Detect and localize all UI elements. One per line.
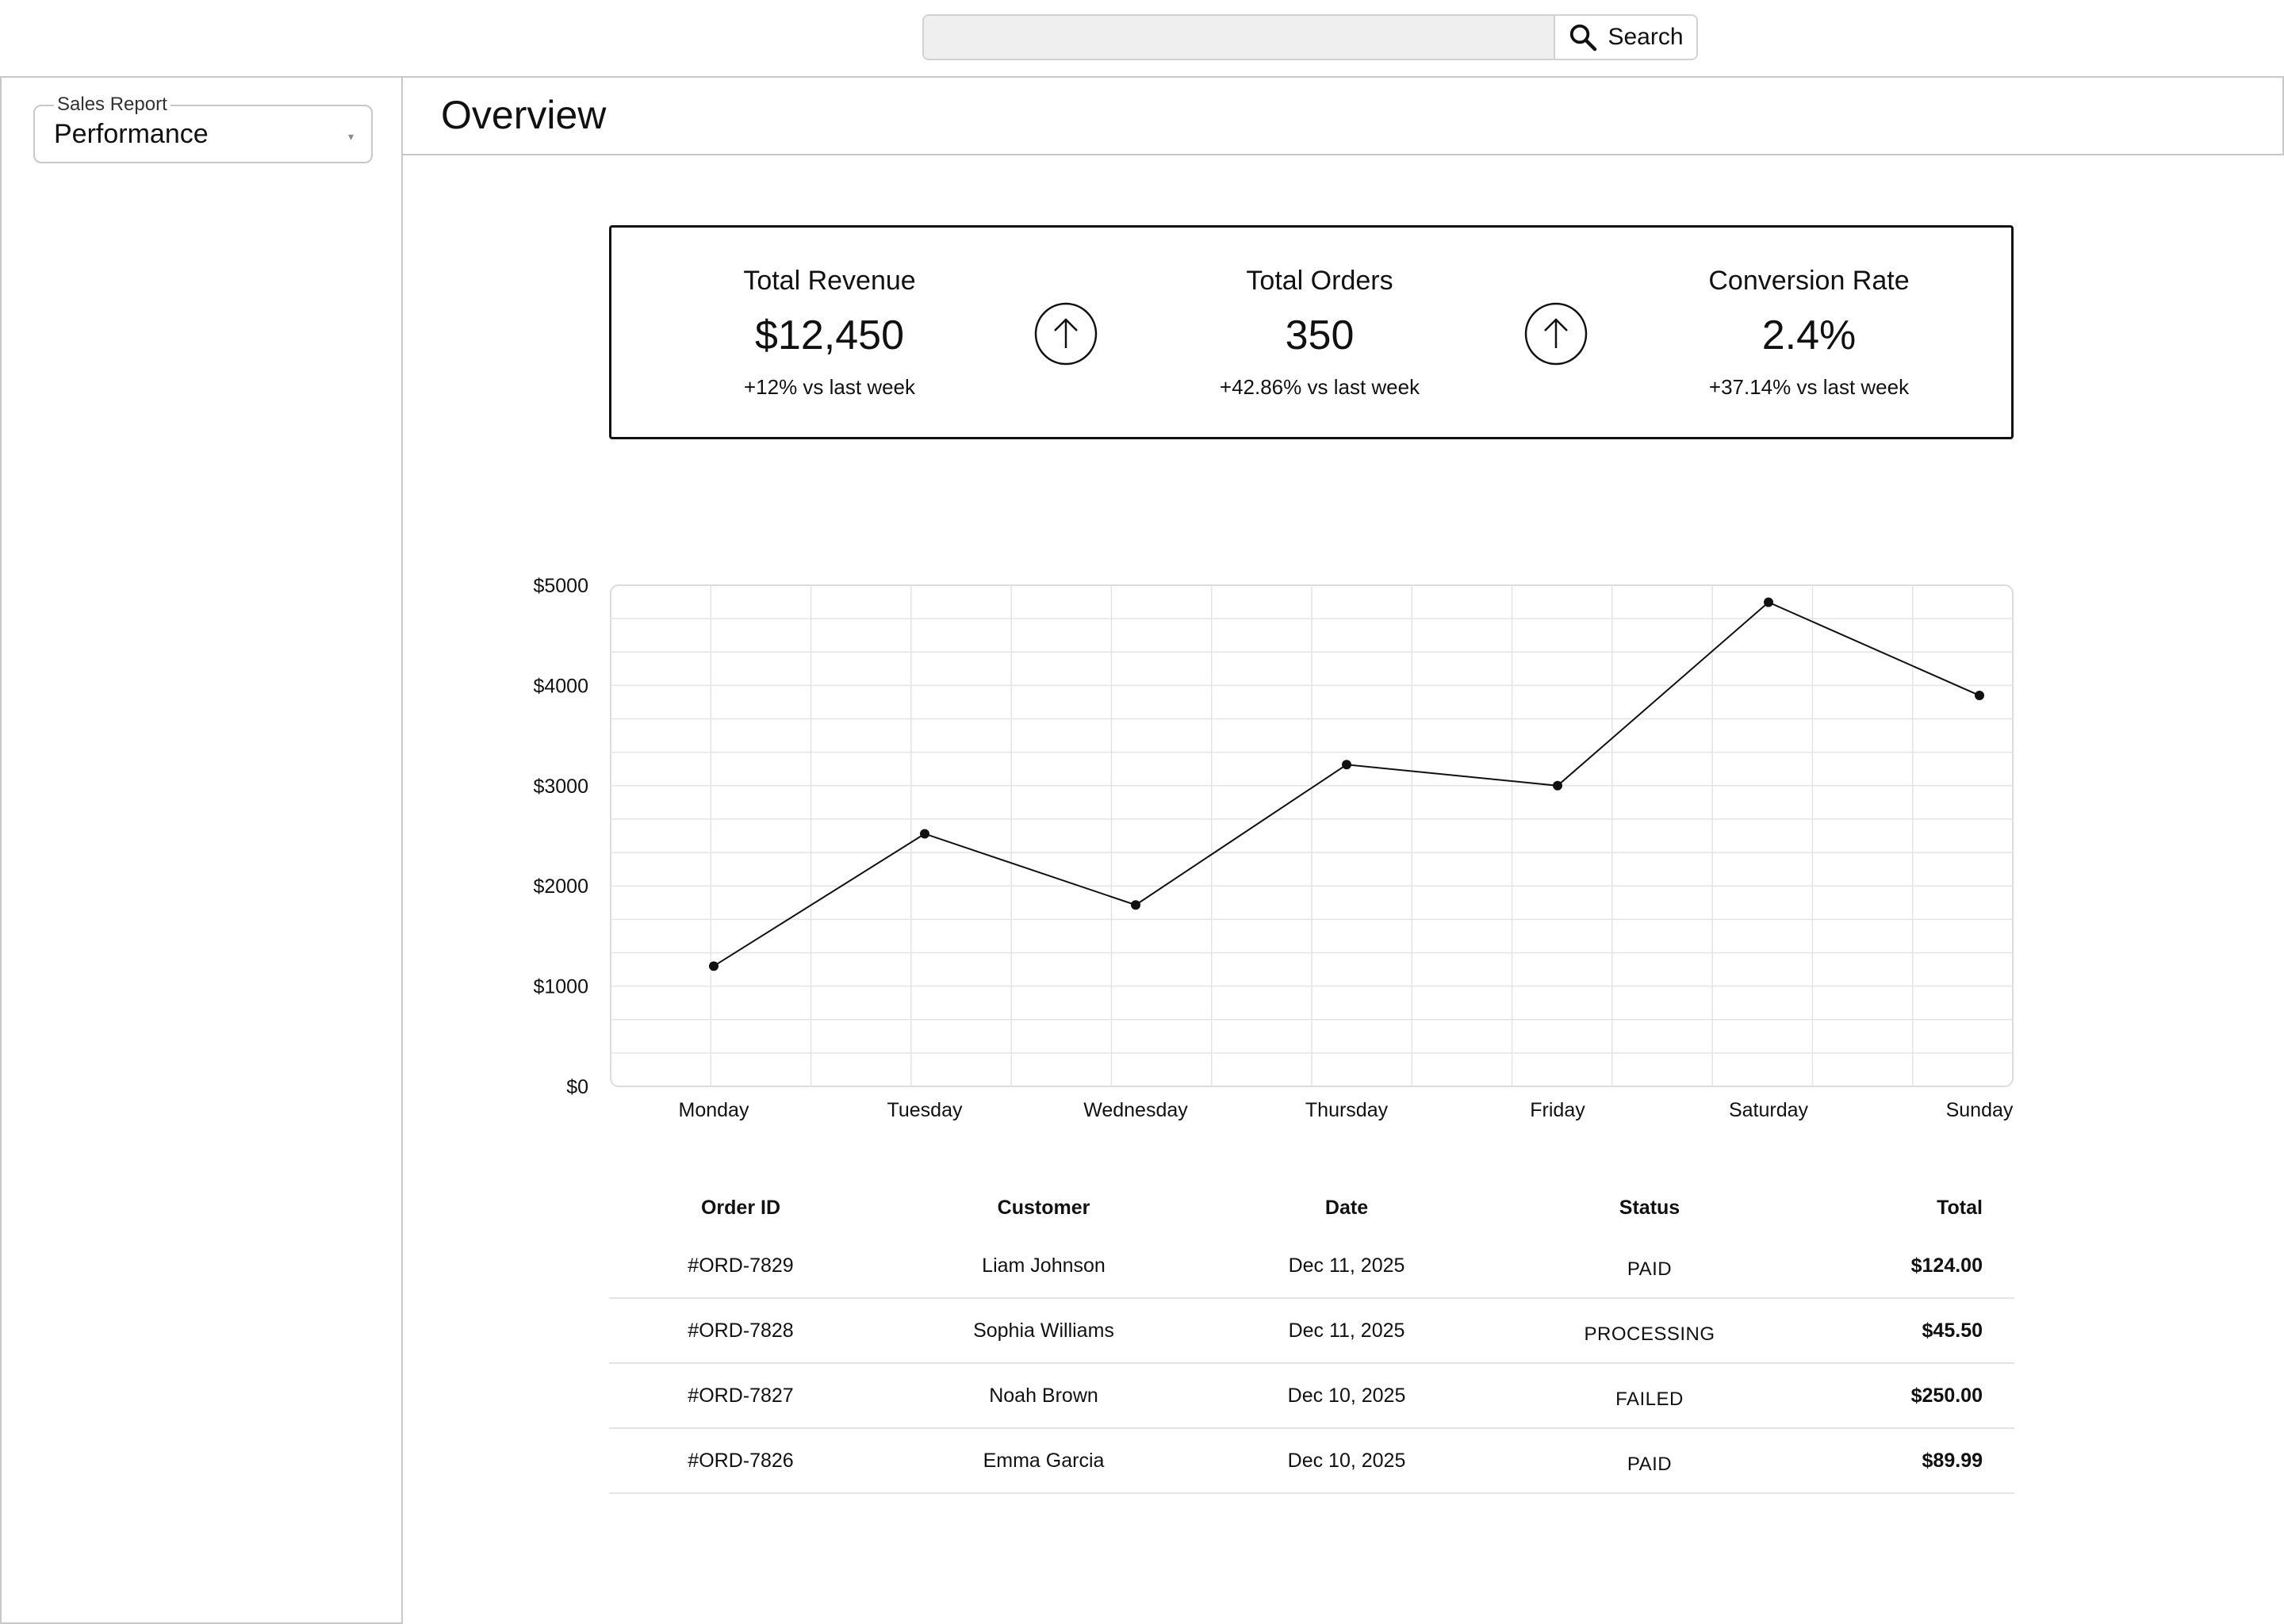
- status-badge: FAILED: [1615, 1388, 1684, 1410]
- order-id-cell: #ORD-7829: [609, 1234, 872, 1299]
- data-point: [920, 829, 929, 839]
- kpi-title: Conversion Rate: [1708, 266, 1910, 296]
- date-cell: Dec 11, 2025: [1215, 1298, 1478, 1364]
- data-point: [1342, 760, 1351, 770]
- customer-cell: Sophia Williams: [872, 1298, 1215, 1364]
- y-tick-label: $1000: [533, 976, 588, 998]
- report-select-legend: Sales Report: [54, 94, 171, 116]
- order-id-cell: #ORD-7827: [609, 1363, 872, 1429]
- customer-cell: Liam Johnson: [872, 1234, 1215, 1299]
- report-select[interactable]: Sales Report Performance ▾: [33, 94, 373, 163]
- revenue-line-chart: $0 $1000 $2000 $3000 $4000 $5000 Monday Tuesday…: [533, 575, 2014, 1121]
- status-badge: PAID: [1627, 1258, 1673, 1280]
- table-row[interactable]: #ORD-7827 Noah Brown Dec 10, 2025 FAILED…: [609, 1363, 2014, 1429]
- customer-cell: Emma Garcia: [872, 1428, 1215, 1494]
- table-header-row: Order ID Customer Date Status Total: [609, 1182, 2014, 1234]
- x-tick-label: Saturday: [1729, 1099, 1809, 1121]
- kpi-delta: +12% vs last week: [743, 375, 916, 399]
- total-cell: $89.99: [1821, 1428, 2014, 1494]
- search-icon: [1570, 24, 1597, 52]
- date-cell: Dec 10, 2025: [1215, 1428, 1478, 1494]
- order-id-cell: #ORD-7828: [609, 1298, 872, 1364]
- page-header: Overview: [401, 76, 2284, 155]
- kpi-title: Total Orders: [1246, 266, 1393, 296]
- total-cell: $250.00: [1821, 1363, 2014, 1429]
- table-row[interactable]: #ORD-7829 Liam Johnson Dec 11, 2025 PAID…: [609, 1234, 2014, 1299]
- data-point: [1553, 780, 1562, 791]
- search-button[interactable]: Search: [1554, 16, 1696, 59]
- column-header-status: Status: [1619, 1196, 1680, 1219]
- status-badge: PAID: [1627, 1453, 1673, 1475]
- data-point: [709, 961, 719, 971]
- date-cell: Dec 10, 2025: [1215, 1363, 1478, 1429]
- x-tick-label: Monday: [679, 1099, 749, 1121]
- column-header-customer: Customer: [997, 1196, 1090, 1219]
- chevron-down-icon: ▾: [347, 130, 354, 143]
- sidebar: Sales Report Performance ▾: [0, 76, 403, 1624]
- kpi-title: Total Revenue: [743, 266, 916, 296]
- x-tick-label: Tuesday: [887, 1099, 963, 1121]
- y-tick-label: $4000: [533, 675, 588, 697]
- x-tick-label: Wednesday: [1083, 1099, 1188, 1121]
- column-header-order-id: Order ID: [700, 1196, 781, 1219]
- kpi-card: Total Revenue $12,450 +12% vs last week …: [609, 225, 2014, 439]
- y-tick-label: $3000: [533, 776, 588, 798]
- kpi-value: 2.4%: [1761, 312, 1857, 358]
- status-badge: PROCESSING: [1584, 1323, 1715, 1345]
- search-input[interactable]: [924, 16, 1554, 59]
- order-id-cell: #ORD-7826: [609, 1428, 872, 1494]
- kpi-value: $12,450: [755, 312, 904, 358]
- orders-table: Order ID Customer Date Status Total #ORD…: [609, 1182, 2014, 1494]
- page-title: Overview: [441, 93, 607, 137]
- total-cell: $124.00: [1821, 1234, 2014, 1299]
- table-row[interactable]: #ORD-7826 Emma Garcia Dec 10, 2025 PAID …: [609, 1428, 2014, 1494]
- customer-cell: Noah Brown: [872, 1363, 1215, 1429]
- table-row[interactable]: #ORD-7828 Sophia Williams Dec 11, 2025 P…: [609, 1298, 2014, 1364]
- y-tick-label: $2000: [533, 875, 588, 898]
- series-line: [713, 601, 1980, 967]
- data-point: [1131, 900, 1140, 910]
- data-point: [1764, 597, 1773, 607]
- data-point: [1975, 691, 1984, 701]
- date-cell: Dec 11, 2025: [1215, 1234, 1478, 1299]
- search-button-label: Search: [1608, 24, 1684, 50]
- search-bar: Search: [922, 14, 1698, 60]
- kpi-delta: +37.14% vs last week: [1708, 375, 1910, 399]
- status-cell: PROCESSING: [1478, 1298, 1821, 1364]
- column-header-total: Total: [1937, 1196, 1983, 1219]
- x-tick-label: Sunday: [1946, 1099, 2014, 1121]
- column-header-date: Date: [1324, 1196, 1369, 1219]
- y-tick-label: $0: [566, 1076, 588, 1098]
- status-cell: PAID: [1478, 1428, 1821, 1494]
- status-cell: FAILED: [1478, 1363, 1821, 1429]
- y-tick-label: $5000: [533, 575, 588, 597]
- arrow-up-circle-icon: [1034, 302, 1098, 366]
- arrow-up-circle-icon: [1524, 302, 1588, 366]
- kpi-value: 350: [1285, 312, 1355, 358]
- x-tick-label: Thursday: [1305, 1099, 1389, 1121]
- kpi-delta: +42.86% vs last week: [1219, 375, 1420, 399]
- total-cell: $45.50: [1821, 1298, 2014, 1364]
- x-tick-label: Friday: [1530, 1099, 1585, 1121]
- report-select-value: Performance: [54, 119, 209, 149]
- status-cell: PAID: [1478, 1234, 1821, 1299]
